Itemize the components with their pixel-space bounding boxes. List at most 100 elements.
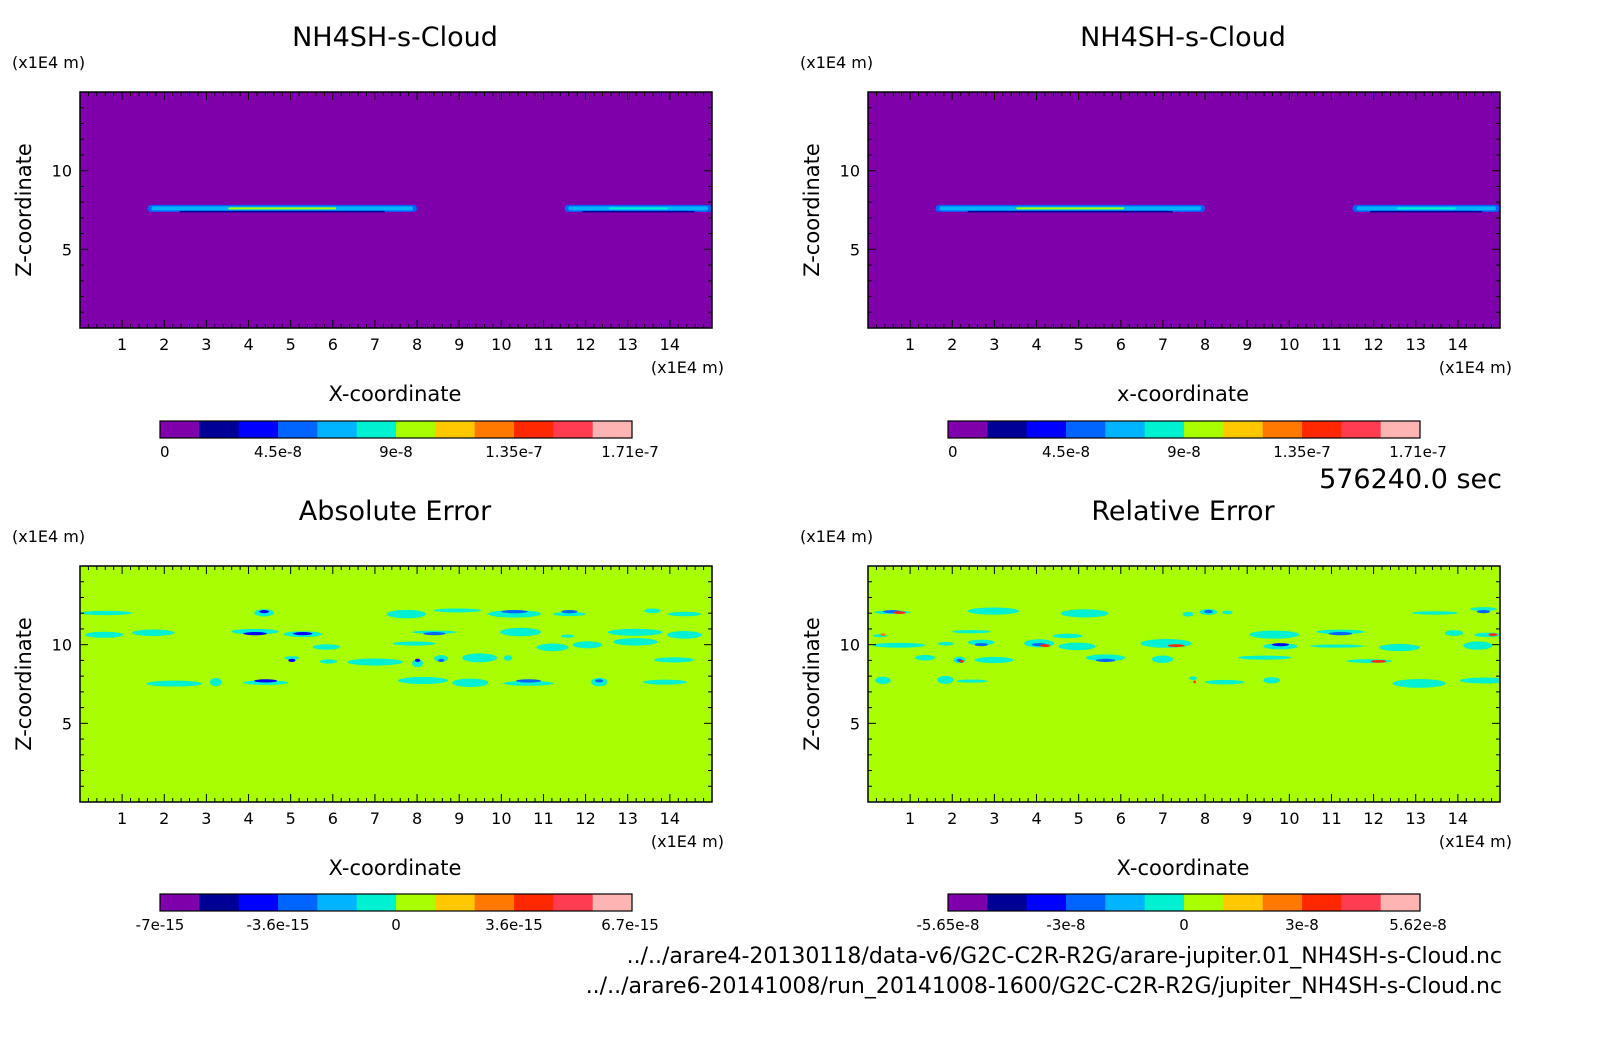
x-tick-label: 11 (533, 809, 553, 828)
x-tick-label: 2 (159, 335, 169, 354)
colorbar-swatch (474, 421, 515, 438)
y-unit-label: (x1E4 m) (800, 53, 873, 72)
colorbar-tick-label: 0 (1179, 916, 1189, 934)
x-tick-label: 14 (1448, 809, 1468, 828)
colorbar-swatch (160, 894, 200, 911)
x-tick-label: 10 (491, 809, 511, 828)
x-tick-label: 11 (1321, 335, 1341, 354)
panel-title: Relative Error (1091, 496, 1275, 527)
error-blob (553, 612, 586, 617)
error-blob (1263, 677, 1281, 684)
colorbar-swatch (356, 894, 397, 911)
x-tick-label: 9 (454, 335, 464, 354)
x-axis-label: x-coordinate (1117, 382, 1249, 406)
error-blob (644, 608, 661, 614)
x-unit-label: (x1E4 m) (1439, 358, 1512, 377)
error-blob (347, 658, 403, 666)
error-blob (132, 629, 175, 637)
x-tick-label: 4 (1031, 809, 1041, 828)
y-tick-label: 10 (840, 636, 860, 655)
colorbar-tick-label: 0 (948, 443, 958, 461)
colorbar-swatch (553, 894, 594, 911)
error-blob-hot (1193, 680, 1196, 684)
error-blob (284, 656, 300, 660)
y-unit-label: (x1E4 m) (12, 53, 85, 72)
error-blob-core (293, 632, 313, 636)
x-tick-label: 13 (618, 809, 638, 828)
y-unit-label: (x1E4 m) (12, 527, 85, 546)
cloud-layer-edge (179, 210, 385, 213)
y-axis-label: Z-coordinate (12, 617, 36, 751)
colorbar-swatch (396, 894, 436, 911)
error-blob-hot (1370, 660, 1387, 663)
error-blob (434, 655, 449, 662)
x-tick-label: 6 (328, 809, 338, 828)
error-blob (1392, 679, 1446, 688)
x-tick-label: 1 (117, 335, 127, 354)
x-tick-label: 1 (905, 809, 915, 828)
error-blob (1463, 641, 1493, 650)
colorbar-swatch (1302, 894, 1342, 911)
error-blob (952, 630, 991, 634)
colorbar-swatch (1341, 421, 1382, 438)
colorbar-tick-label: 1.71e-7 (1389, 443, 1447, 461)
y-tick-label: 10 (52, 162, 72, 181)
colorbar-swatch (987, 894, 1028, 911)
error-blob (462, 653, 497, 663)
x-tick-label: 13 (618, 335, 638, 354)
colorbar-swatch (278, 421, 318, 438)
colorbar-tick-label: 3e-8 (1285, 916, 1319, 934)
error-blob (1140, 639, 1192, 648)
x-unit-label: (x1E4 m) (651, 358, 724, 377)
error-blob (412, 659, 424, 668)
panel-title: NH4SH-s-Cloud (292, 22, 498, 53)
plot-frame (79, 565, 713, 803)
error-blob (1411, 611, 1459, 615)
error-blob-hot (1488, 633, 1498, 637)
colorbar-swatch (592, 421, 633, 438)
colorbar-tick-label: 9e-8 (379, 443, 413, 461)
error-blob (956, 679, 988, 683)
colorbar-frame (947, 893, 1421, 912)
colorbar-swatch (948, 894, 988, 911)
x-tick-label: 8 (1200, 335, 1210, 354)
error-blob-core (423, 632, 446, 636)
x-tick-label: 5 (286, 335, 296, 354)
colorbar-swatch (317, 894, 358, 911)
colorbar-swatch (474, 894, 515, 911)
x-tick-label: 6 (1116, 809, 1126, 828)
y-tick-label: 5 (850, 240, 860, 259)
colorbar-frame (947, 420, 1421, 439)
colorbar-swatch (514, 421, 554, 438)
x-tick-label: 12 (575, 335, 595, 354)
colorbar-tick-label: 3.6e-15 (485, 916, 543, 934)
error-blob (1470, 607, 1497, 611)
error-blob (1182, 611, 1194, 617)
cloud-layer-peak (228, 207, 337, 210)
colorbar-swatch (1380, 421, 1421, 438)
error-blob (613, 638, 658, 646)
error-blob (1188, 676, 1198, 680)
x-tick-label: 11 (1321, 809, 1341, 828)
x-tick-label: 8 (412, 335, 422, 354)
error-blob-core (501, 610, 528, 614)
error-blob (872, 642, 926, 648)
error-blob (1058, 642, 1096, 651)
x-tick-label: 3 (989, 335, 999, 354)
error-blob (1310, 644, 1364, 648)
contour-field (80, 608, 703, 687)
x-tick-label: 6 (1116, 335, 1126, 354)
panel-title: NH4SH-s-Cloud (1080, 22, 1286, 53)
colorbar: 0 4.5e-8 9e-8 1.35e-7 1.71e-7 (947, 420, 1447, 461)
colorbar-tick-label: 1.71e-7 (601, 443, 659, 461)
error-blob (667, 611, 702, 617)
colorbar-tick-label: -3e-8 (1046, 916, 1085, 934)
y-axis-label: Z-coordinate (800, 143, 824, 277)
error-blob (312, 644, 340, 650)
x-tick-label: 7 (1158, 809, 1168, 828)
colorbar-swatch (1380, 894, 1421, 911)
error-blob (1151, 655, 1174, 664)
x-tick-label: 1 (905, 335, 915, 354)
colorbar-swatch (435, 894, 476, 911)
x-tick-label: 9 (1242, 335, 1252, 354)
